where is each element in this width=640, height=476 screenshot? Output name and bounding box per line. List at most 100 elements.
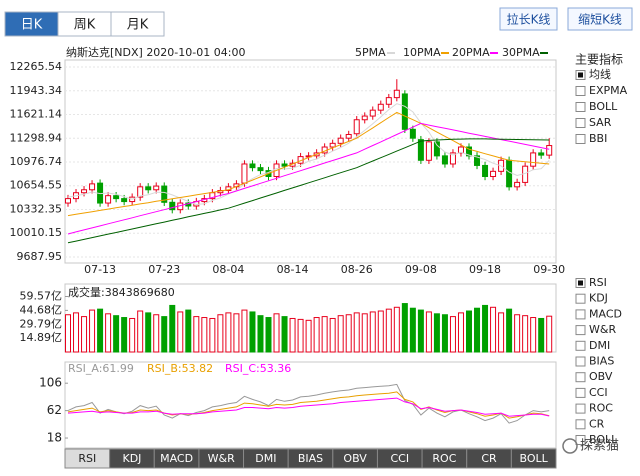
indicator-panel-title: 主要指标 — [575, 52, 623, 67]
option-label[interactable]: SAR — [589, 116, 612, 129]
indicator-tab[interactable] — [510, 448, 557, 469]
y-tick-label: 11621.14 — [10, 108, 63, 121]
indicator-tab-label[interactable]: RSI — [78, 452, 96, 465]
y-tick-label: 44.68亿 — [20, 303, 63, 316]
option-label[interactable]: KDJ — [589, 292, 608, 305]
volume-bar — [89, 309, 96, 353]
option-label[interactable]: ROC — [589, 402, 613, 415]
option-label[interactable]: RSI — [589, 276, 607, 289]
volume-bar — [81, 316, 88, 353]
period-tab-label[interactable]: 月K — [127, 18, 149, 33]
option-label[interactable]: BIAS — [589, 355, 614, 368]
candle-body — [121, 198, 128, 203]
period-tab[interactable] — [57, 11, 112, 37]
indicator-tab-label[interactable]: MACD — [160, 452, 193, 465]
volume-bar — [233, 313, 240, 353]
option-label[interactable]: BBI — [589, 132, 607, 145]
volume-bar — [385, 308, 392, 353]
indicator-tab-label[interactable]: CCI — [390, 452, 409, 465]
x-tick-label: 09-08 — [405, 263, 437, 276]
rsi-line — [67, 397, 550, 417]
y-tick-label: 11298.94 — [10, 131, 63, 144]
option-label[interactable]: CR — [589, 417, 605, 430]
ma-line — [67, 103, 550, 206]
rsi-readout: RSI_C:53.36 — [225, 362, 291, 375]
volume-bar — [546, 315, 553, 353]
zoom-button[interactable] — [499, 7, 558, 31]
period-tab-label[interactable]: 日K — [21, 18, 43, 33]
option-label[interactable]: OBV — [589, 370, 613, 383]
volume-bar — [137, 310, 144, 353]
period-tab-label[interactable]: 周K — [74, 18, 96, 33]
candle-body — [369, 109, 376, 117]
indicator-tab-label[interactable]: BIAS — [298, 452, 323, 465]
volume-bar — [257, 315, 264, 353]
candle-body — [538, 152, 545, 156]
legend-label: 5PMA — [355, 46, 386, 59]
indicator-tab-label[interactable]: ROC — [432, 452, 456, 465]
checkbox[interactable] — [575, 309, 586, 320]
indicator-tab-label[interactable]: W&R — [208, 452, 235, 465]
checkbox[interactable] — [575, 387, 586, 398]
volume-bar — [97, 308, 104, 353]
checkbox[interactable] — [575, 403, 586, 414]
volume-bar — [393, 306, 400, 353]
candle-body — [161, 185, 168, 203]
rsi-line — [67, 383, 550, 424]
indicator-tab-label[interactable]: BOLL — [520, 452, 549, 465]
indicator-tab-label[interactable]: KDJ — [122, 452, 141, 465]
checkbox[interactable] — [575, 372, 586, 383]
candle-body — [241, 163, 248, 184]
chart-title: 纳斯达克[NDX] 2020-10-01 04:00 — [66, 46, 245, 59]
x-tick-label: 08-26 — [341, 263, 373, 276]
volume-bar — [65, 314, 71, 353]
volume-bar — [297, 318, 304, 353]
volume-bar — [185, 309, 192, 353]
option-label[interactable]: BOLL — [589, 433, 618, 446]
indicator-tab-label[interactable]: DMI — [255, 452, 276, 465]
checkbox[interactable] — [575, 340, 586, 351]
option-label[interactable]: CCI — [589, 386, 608, 399]
zoom-button[interactable] — [567, 7, 633, 31]
option-label[interactable]: 均线 — [589, 67, 611, 81]
option-label[interactable]: W&R — [589, 323, 616, 336]
candle-body — [137, 186, 144, 198]
candle-body — [449, 152, 456, 165]
checkbox[interactable] — [575, 356, 586, 367]
zoom-button-label[interactable]: 拉长K线 — [507, 12, 551, 27]
checkbox[interactable] — [575, 293, 586, 304]
period-tab[interactable] — [110, 11, 165, 37]
volume-bar — [514, 314, 521, 353]
zoom-button-label[interactable]: 缩短K线 — [578, 12, 622, 27]
period-tab[interactable] — [4, 11, 59, 37]
volume-bar — [201, 317, 208, 353]
checkbox[interactable] — [575, 419, 586, 430]
checkbox[interactable] — [575, 435, 586, 445]
checkbox[interactable] — [575, 102, 586, 112]
candle-body — [329, 142, 336, 148]
candle-body — [474, 155, 481, 166]
candle-body — [153, 185, 160, 191]
checkbox[interactable] — [575, 134, 586, 144]
candle-body — [490, 170, 497, 178]
volume-bar — [474, 307, 481, 353]
indicator-tab-label[interactable]: CR — [481, 452, 497, 465]
option-label[interactable]: MACD — [589, 307, 622, 320]
y-tick-label: 12265.54 — [10, 60, 63, 73]
volume-bar — [353, 312, 360, 353]
checkbox[interactable] — [575, 325, 586, 336]
candle-body — [417, 139, 424, 161]
checkbox[interactable] — [575, 118, 586, 128]
option-label[interactable]: EXPMA — [589, 84, 628, 97]
ma-line — [67, 138, 550, 244]
volume-bar — [241, 309, 248, 353]
checkbox[interactable] — [575, 86, 586, 96]
volume-bar — [530, 317, 537, 353]
volume-bar — [345, 314, 352, 353]
indicator-tab-label[interactable]: OBV — [343, 452, 367, 465]
option-label[interactable]: DMI — [589, 339, 610, 352]
option-label[interactable]: BOLL — [589, 100, 618, 113]
volume-bar — [369, 311, 376, 353]
volume-bar — [113, 315, 120, 353]
y-tick-label: 29.79亿 — [20, 317, 63, 330]
